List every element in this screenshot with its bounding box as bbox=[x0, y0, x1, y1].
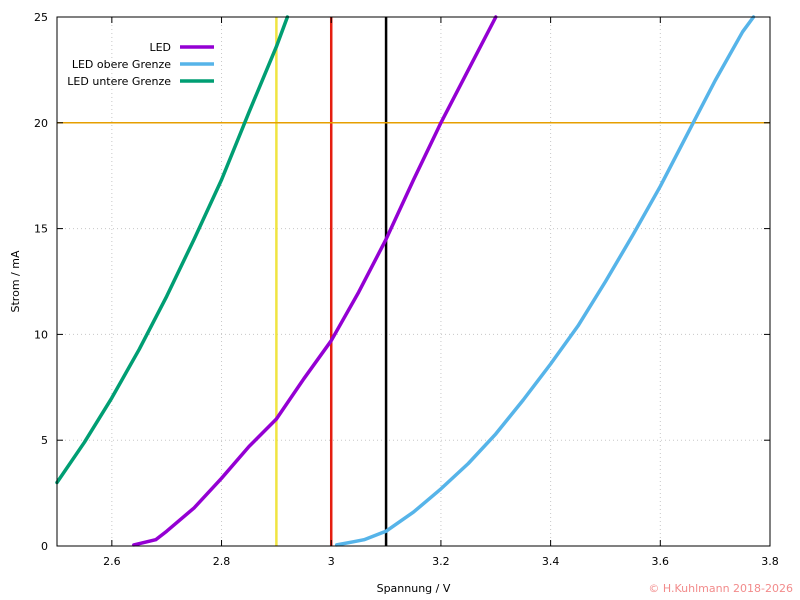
ticks: 2.6 2.8 3 3.2 3.4 3.6 3.8 0 5 10 15 20 25 bbox=[34, 11, 779, 568]
series-line-0 bbox=[132, 15, 498, 547]
x-tick-label: 2.6 bbox=[103, 555, 121, 568]
x-tick-label: 3 bbox=[328, 555, 335, 568]
y-tick-label: 25 bbox=[34, 11, 48, 24]
reference-lines bbox=[57, 17, 770, 546]
x-tick-label: 3.4 bbox=[542, 555, 560, 568]
y-tick-label: 0 bbox=[41, 540, 48, 553]
legend: LED LED obere Grenze LED untere Grenze bbox=[67, 41, 214, 88]
x-tick-label: 2.8 bbox=[213, 555, 231, 568]
series-lines bbox=[55, 15, 756, 547]
copyright-notice: © H.Kuhlmann 2018-2026 bbox=[648, 582, 793, 595]
plot-frame bbox=[56, 16, 771, 547]
y-tick-label: 20 bbox=[34, 117, 48, 130]
series-line-1 bbox=[334, 15, 756, 547]
y-tick-label: 15 bbox=[34, 223, 48, 236]
legend-label: LED untere Grenze bbox=[67, 75, 171, 88]
y-axis-label: Strom / mA bbox=[9, 250, 22, 312]
legend-label: LED bbox=[149, 41, 171, 54]
x-tick-label: 3.8 bbox=[761, 555, 779, 568]
y-tick-label: 5 bbox=[41, 434, 48, 447]
x-tick-label: 3.6 bbox=[652, 555, 670, 568]
series-line-2 bbox=[55, 15, 290, 485]
y-tick-label: 10 bbox=[34, 328, 48, 341]
x-tick-label: 3.2 bbox=[432, 555, 450, 568]
legend-label: LED obere Grenze bbox=[72, 58, 171, 71]
grid bbox=[57, 17, 770, 546]
x-axis-label: Spannung / V bbox=[377, 582, 451, 595]
